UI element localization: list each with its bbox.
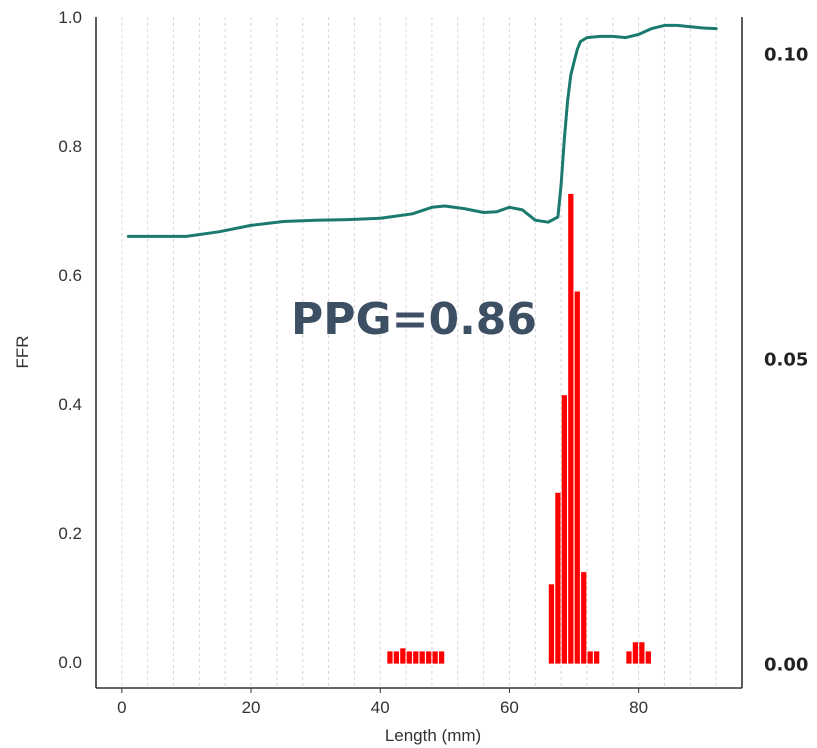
- x-tick-label: 80: [629, 698, 648, 717]
- bar: [581, 572, 587, 664]
- tick-labels: 0 20 40 60 80 0.0 0.2 0.4 0.6 0.8 1.0 0.00 0.05 0.10: [58, 8, 808, 717]
- bar: [548, 584, 555, 664]
- bar: [432, 651, 438, 664]
- y-tick-label: 0.8: [58, 137, 82, 156]
- bar: [555, 492, 561, 664]
- ppg-annotation: PPG=0.86: [291, 294, 537, 345]
- bar: [413, 651, 419, 664]
- y2-tick-label: 0.10: [764, 45, 808, 66]
- bar: [587, 651, 593, 664]
- bar: [400, 648, 406, 664]
- axes: [95, 17, 743, 689]
- bar: [419, 651, 425, 664]
- bar: [574, 291, 580, 664]
- bar: [626, 651, 632, 664]
- bar: [639, 642, 645, 664]
- x-axis-label: Length (mm): [385, 726, 481, 745]
- bar: [561, 395, 567, 664]
- y-tick-label: 0.4: [58, 395, 82, 414]
- bar: [632, 642, 639, 664]
- bar: [393, 651, 400, 664]
- ffr-line: [126, 23, 718, 238]
- grid-lines: [121, 17, 717, 688]
- bar: [387, 651, 393, 664]
- bar: [568, 193, 574, 664]
- y2-tick-label: 0.05: [764, 350, 808, 371]
- x-tick-label: 60: [500, 698, 519, 717]
- bar: [645, 651, 651, 664]
- ppg-bars: [387, 193, 651, 664]
- bar: [406, 651, 412, 664]
- y2-tick-label: 0.00: [764, 655, 808, 676]
- x-tick-label: 0: [117, 698, 126, 717]
- x-tick-label: 20: [242, 698, 261, 717]
- y-axis-label: FFR: [13, 335, 32, 368]
- bar: [594, 651, 600, 664]
- y-tick-label: 0.2: [58, 524, 82, 543]
- bar: [426, 651, 432, 664]
- x-tick-label: 40: [371, 698, 390, 717]
- y-tick-label: 1.0: [58, 8, 82, 27]
- y-tick-label: 0.0: [58, 653, 82, 672]
- y-tick-label: 0.6: [58, 266, 82, 285]
- bar: [438, 651, 445, 664]
